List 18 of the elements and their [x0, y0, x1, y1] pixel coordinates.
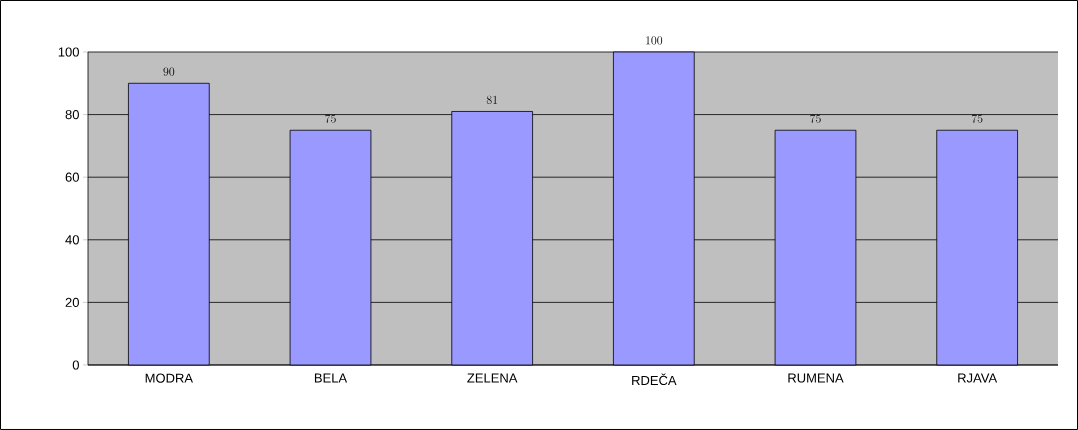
y-tick-label: 60: [65, 172, 79, 182]
data-label: 81: [486, 95, 498, 104]
data-label: 75: [971, 114, 983, 123]
data-label: 100: [646, 36, 663, 45]
data-label: 75: [810, 114, 821, 123]
y-tick-label: 0: [72, 360, 79, 370]
x-tick-label: RUMENA: [788, 373, 844, 383]
x-tick-label: RDEČA: [632, 373, 677, 386]
y-tick-label: 100: [58, 47, 79, 57]
x-tick-label: RJAVA: [958, 373, 998, 383]
x-tick-label: ZELENA: [467, 373, 518, 383]
y-tick-label: 80: [65, 109, 79, 120]
data-label: 90: [163, 67, 175, 76]
x-tick-label: MODRA: [145, 373, 194, 383]
data-label: 75: [325, 114, 336, 123]
y-tick-label: 20: [65, 297, 79, 307]
x-tick-label: BELA: [314, 373, 348, 383]
y-tick-label: 40: [65, 235, 79, 245]
